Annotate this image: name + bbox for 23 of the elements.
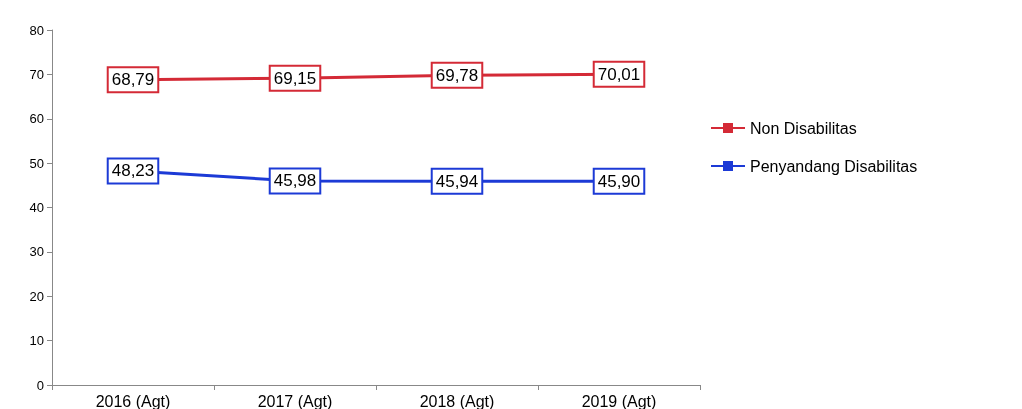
data-label: 45,90 xyxy=(597,171,641,191)
y-tick-label: 30 xyxy=(29,244,44,260)
y-tick-label: 20 xyxy=(29,288,44,304)
x-tick-label: 2016 (Agt) xyxy=(95,392,171,409)
data-label: 68,79 xyxy=(111,70,155,90)
y-tick-label: 0 xyxy=(36,377,44,393)
y-tick-label: 60 xyxy=(29,111,44,127)
x-tick-label: 2019 (Agt) xyxy=(581,392,657,409)
data-label: 70,01 xyxy=(597,64,641,84)
data-label: 69,15 xyxy=(273,68,317,88)
y-tick-label: 70 xyxy=(29,66,44,82)
legend-label: Penyandang Disabilitas xyxy=(750,157,918,175)
data-label: 48,23 xyxy=(111,161,155,181)
legend-label: Non Disabilitas xyxy=(750,119,857,137)
data-label: 69,78 xyxy=(435,65,479,85)
y-tick-label: 50 xyxy=(29,155,44,171)
x-tick-label: 2017 (Agt) xyxy=(257,392,333,409)
x-tick-label: 2018 (Agt) xyxy=(419,392,495,409)
y-tick-label: 80 xyxy=(29,22,44,38)
data-label: 45,98 xyxy=(273,171,317,191)
y-tick-label: 40 xyxy=(29,200,44,215)
y-tick-label: 10 xyxy=(29,333,44,349)
data-label: 45,94 xyxy=(435,171,479,191)
